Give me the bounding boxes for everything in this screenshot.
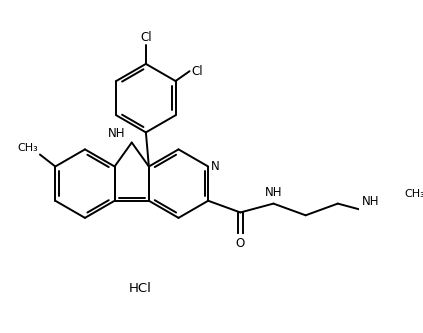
Text: N: N [211,160,220,173]
Text: NH: NH [108,127,126,140]
Text: CH₃: CH₃ [405,189,423,199]
Text: CH₃: CH₃ [17,143,38,153]
Text: NH: NH [265,186,282,199]
Text: NH: NH [362,195,379,208]
Text: HCl: HCl [128,282,151,295]
Text: Cl: Cl [140,31,152,44]
Text: Cl: Cl [191,65,203,78]
Text: O: O [236,237,245,250]
